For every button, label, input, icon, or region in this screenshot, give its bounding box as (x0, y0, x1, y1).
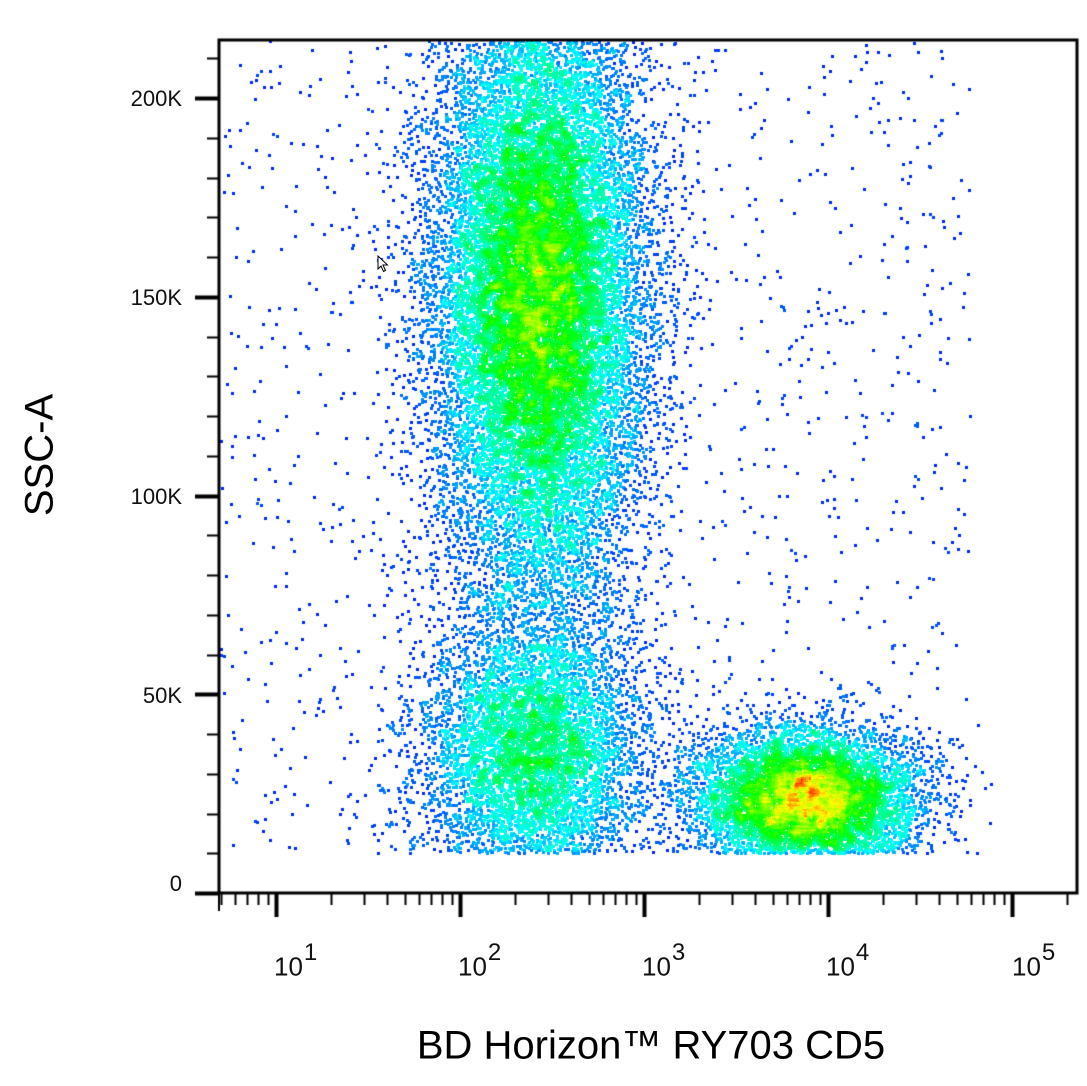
x-tick-label: 104 (826, 939, 870, 982)
x-tick-label: 103 (642, 939, 686, 982)
x-axis-title: BD Horizon™ RY703 CD5 (416, 1023, 886, 1068)
y-tick-label: 150K (130, 285, 182, 310)
y-tick-label: 200K (130, 86, 182, 111)
mouse-pointer-icon (377, 255, 389, 273)
x-tick-label: 101 (274, 939, 318, 982)
y-tick-label: 100K (130, 484, 182, 509)
y-axis-title: SSC-A (17, 393, 62, 517)
x-tick-label: 105 (1012, 939, 1056, 982)
x-tick-label: 102 (458, 939, 502, 982)
y-tick-label: 50K (142, 683, 182, 708)
y-tick-label: 0 (169, 871, 182, 896)
